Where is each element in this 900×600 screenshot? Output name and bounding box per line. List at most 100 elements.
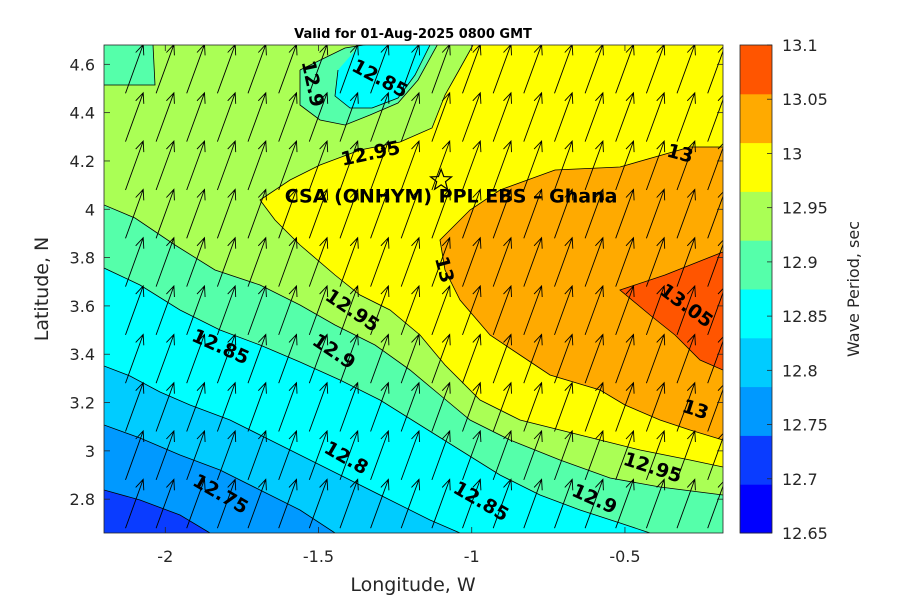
wave-arrow [155, 45, 175, 94]
wave-arrow [676, 188, 696, 239]
wave-arrow [308, 91, 329, 142]
wave-arrow [370, 381, 390, 432]
wave-arrow [707, 336, 723, 384]
wave-arrow [645, 236, 666, 287]
wave-arrow [707, 94, 723, 142]
wave-arrow [186, 333, 206, 384]
wave-arrow [615, 429, 635, 481]
colorbar-swatch [740, 386, 772, 436]
wave-arrow [217, 45, 218, 46]
wave-arrow [186, 45, 188, 46]
wave-arrow [400, 91, 421, 142]
colorbar-swatch [740, 289, 772, 339]
y-tick-label: 3.2 [70, 394, 95, 413]
wave-arrow [431, 478, 451, 529]
wave-arrow [155, 91, 175, 142]
colorbar-tick-label: 13.1 [782, 36, 818, 55]
wave-arrow [278, 45, 298, 94]
wave-arrow [216, 333, 237, 384]
wave-arrow [462, 478, 482, 529]
wave-arrow [278, 188, 298, 239]
wave-arrow [707, 481, 723, 529]
wave-arrow [676, 333, 696, 384]
wave-arrow [278, 429, 298, 481]
wave-arrow [308, 429, 329, 481]
wave-arrow [492, 284, 512, 336]
x-axis: -2 -1.5 -1 -0.5 [157, 45, 641, 566]
wave-arrow [676, 140, 696, 191]
y-tick-label: 3 [85, 442, 95, 461]
wave-arrow [676, 236, 696, 287]
wave-arrow [370, 140, 390, 191]
wave-arrow [186, 45, 206, 94]
wave-arrow [523, 91, 543, 142]
wave-arrow [645, 188, 666, 239]
wave-arrow [615, 478, 635, 529]
wave-arrow [676, 429, 696, 481]
wave-arrow [554, 188, 574, 239]
wave-arrow [400, 140, 421, 191]
wave-arrow [248, 45, 249, 46]
wave-arrow [155, 333, 175, 384]
wave-arrow [645, 284, 666, 336]
wave-arrow [584, 284, 604, 336]
wave-arrow [585, 45, 586, 46]
wave-arrow [186, 91, 206, 142]
wave-arrow [247, 140, 267, 191]
wave-arrow [645, 429, 666, 481]
wave-arrow [308, 478, 329, 529]
wave-arrow [400, 381, 421, 432]
wave-arrow [554, 381, 574, 432]
wave-arrow [707, 191, 723, 239]
wave-arrow [400, 429, 421, 481]
wave-arrow [431, 333, 451, 384]
wave-arrow [339, 381, 359, 432]
wave-arrow [339, 140, 359, 191]
wave-arrow [247, 478, 267, 529]
wave-arrow [492, 188, 512, 239]
wave-arrow [615, 236, 635, 287]
wave-arrow [125, 333, 145, 384]
colorbar-label: Wave Period, sec [844, 221, 863, 357]
wave-arrow [492, 333, 512, 384]
wave-arrow [278, 91, 298, 142]
colorbar-tick-label: 13 [782, 144, 802, 163]
plot-frame [103, 44, 724, 534]
wave-arrow [584, 429, 604, 481]
wave-arrow [554, 236, 574, 287]
wave-arrow [707, 143, 723, 191]
wave-arrow [216, 381, 237, 432]
wave-arrow [125, 478, 145, 529]
wave-arrow [615, 333, 635, 384]
y-tick-label: 3.4 [70, 345, 95, 364]
y-tick-label: 4.6 [70, 55, 95, 74]
wave-arrow [278, 478, 298, 529]
wave-arrow [400, 333, 421, 384]
wave-arrow [431, 45, 451, 94]
wave-arrow [462, 284, 482, 336]
y-tick-label: 2.8 [70, 490, 95, 509]
wave-arrow [125, 188, 145, 239]
wave-arrow [645, 140, 666, 191]
wave-arrow [615, 45, 617, 46]
wave-arrow [554, 284, 574, 336]
wave-arrow [462, 333, 482, 384]
wave-arrow [554, 140, 574, 191]
wave-arrow [247, 333, 267, 384]
wave-arrow [431, 429, 451, 481]
wave-arrow [645, 333, 666, 384]
star-icon [428, 167, 454, 191]
wave-arrow [707, 384, 723, 432]
wave-arrow [155, 429, 175, 481]
wave-arrow [155, 284, 175, 336]
wave-arrow [400, 284, 421, 336]
wave-arrow [216, 429, 237, 481]
wave-arrow [492, 91, 512, 142]
wave-arrow [370, 45, 390, 94]
wave-arrow [186, 429, 206, 481]
wave-arrow [339, 188, 359, 239]
wave-arrow [584, 140, 604, 191]
wave-arrow [308, 188, 329, 239]
wave-arrow [278, 140, 298, 191]
wave-arrow [615, 381, 635, 432]
